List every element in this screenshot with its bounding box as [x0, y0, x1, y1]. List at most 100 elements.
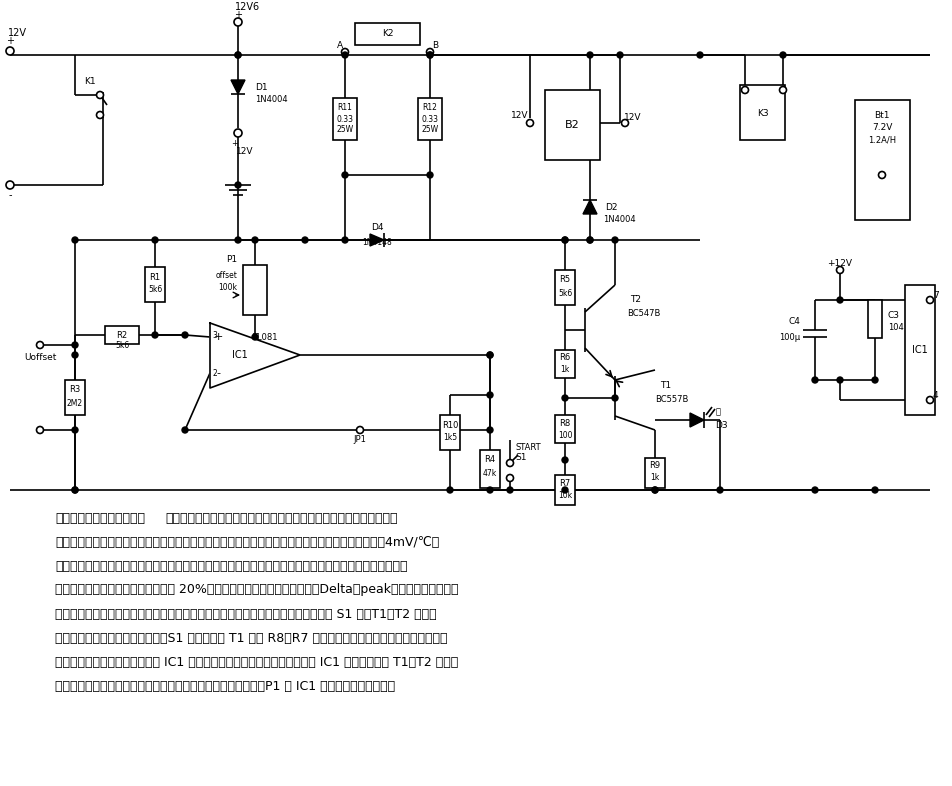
- Circle shape: [487, 487, 493, 493]
- Text: 7: 7: [933, 291, 939, 299]
- Circle shape: [872, 487, 878, 493]
- Text: 25W: 25W: [336, 126, 353, 134]
- Circle shape: [72, 237, 78, 243]
- Circle shape: [742, 86, 748, 94]
- Text: K2: K2: [383, 28, 394, 38]
- Text: R7: R7: [560, 479, 570, 487]
- Circle shape: [562, 457, 568, 463]
- Circle shape: [426, 49, 433, 56]
- Text: 2M2: 2M2: [67, 399, 83, 407]
- Bar: [855, 100, 910, 220]
- Bar: [440, 415, 460, 450]
- Circle shape: [96, 91, 104, 98]
- Circle shape: [72, 487, 78, 493]
- Circle shape: [812, 377, 818, 383]
- Bar: [645, 458, 665, 488]
- Text: 1N4004: 1N4004: [255, 96, 288, 105]
- Text: 3: 3: [212, 332, 217, 340]
- Text: C3: C3: [888, 310, 900, 319]
- Text: K3: K3: [757, 108, 769, 117]
- Bar: [555, 270, 575, 305]
- Circle shape: [506, 460, 513, 467]
- Circle shape: [780, 86, 786, 94]
- Circle shape: [697, 52, 703, 58]
- Bar: [145, 267, 165, 302]
- Bar: [65, 380, 85, 415]
- Text: IC1: IC1: [912, 345, 928, 355]
- Text: 12V: 12V: [511, 111, 528, 119]
- Text: 25W: 25W: [422, 126, 439, 134]
- Circle shape: [6, 181, 14, 189]
- Circle shape: [152, 237, 158, 243]
- Circle shape: [235, 52, 241, 58]
- Circle shape: [447, 487, 453, 493]
- Bar: [555, 415, 575, 443]
- Text: 104: 104: [888, 324, 903, 332]
- Text: R9: R9: [649, 461, 661, 471]
- Circle shape: [837, 297, 843, 303]
- Bar: [480, 450, 500, 488]
- Circle shape: [926, 296, 934, 303]
- Polygon shape: [231, 80, 245, 94]
- Circle shape: [427, 172, 433, 178]
- Text: 100: 100: [558, 431, 572, 439]
- Text: R12: R12: [423, 104, 437, 112]
- Circle shape: [234, 18, 242, 26]
- Circle shape: [487, 427, 493, 433]
- Circle shape: [562, 487, 568, 493]
- Text: 降量。其峰值通常出现在过度充电的 20%对电池并无害处。所谓峰值增量（Delta－peak）充电法，就是通过: 降量。其峰值通常出现在过度充电的 20%对电池并无害处。所谓峰值增量（Delta…: [55, 583, 459, 597]
- Text: 12V: 12V: [625, 113, 642, 123]
- Text: 12V: 12V: [8, 28, 27, 38]
- Bar: [868, 300, 882, 338]
- Text: 7.2V: 7.2V: [872, 123, 892, 133]
- Circle shape: [302, 237, 308, 243]
- Circle shape: [36, 341, 44, 348]
- Circle shape: [72, 352, 78, 358]
- Text: 2: 2: [212, 369, 217, 377]
- Text: 100μ: 100μ: [779, 333, 800, 343]
- Text: 5k6: 5k6: [558, 288, 572, 297]
- Circle shape: [837, 266, 843, 274]
- Circle shape: [252, 334, 258, 340]
- Text: START: START: [515, 443, 541, 451]
- Text: +: +: [234, 10, 242, 20]
- Text: +: +: [231, 139, 238, 149]
- Text: BC557B: BC557B: [655, 395, 688, 405]
- Text: R1: R1: [149, 273, 161, 281]
- Circle shape: [612, 237, 618, 243]
- Text: JP1: JP1: [353, 435, 367, 445]
- Bar: [355, 23, 420, 45]
- Circle shape: [6, 47, 14, 55]
- Circle shape: [72, 487, 78, 493]
- Circle shape: [487, 392, 493, 398]
- Text: 红: 红: [716, 407, 721, 417]
- Text: 47k: 47k: [483, 468, 497, 478]
- Circle shape: [487, 352, 493, 358]
- Bar: [333, 98, 357, 140]
- Text: -: -: [9, 190, 11, 200]
- Circle shape: [562, 395, 568, 401]
- Text: +: +: [6, 36, 14, 46]
- Bar: [418, 98, 442, 140]
- Polygon shape: [690, 413, 704, 427]
- Circle shape: [879, 171, 885, 178]
- Circle shape: [652, 487, 658, 493]
- Circle shape: [562, 237, 568, 243]
- Text: 10k: 10k: [558, 490, 572, 499]
- Circle shape: [652, 487, 658, 493]
- Text: 0.33: 0.33: [422, 115, 439, 123]
- Text: +12V: +12V: [827, 259, 852, 267]
- Text: 1.2A/H: 1.2A/H: [868, 135, 896, 145]
- Circle shape: [235, 52, 241, 58]
- Bar: [545, 90, 600, 160]
- Bar: [555, 475, 575, 505]
- Circle shape: [526, 119, 533, 127]
- Text: 1N4148: 1N4148: [362, 238, 392, 247]
- Text: IC1: IC1: [232, 350, 248, 360]
- Circle shape: [926, 396, 934, 403]
- Text: 右的负温度系数；电池充满后，内部温度急刑上升。此时由于充电而引起的电压上升量小于由温度引起的下: 右的负温度系数；电池充满后，内部温度急刑上升。此时由于充电而引起的电压上升量小于…: [55, 560, 407, 572]
- Text: 电压峰值增量型自动充电器: 电压峰值增量型自动充电器: [55, 512, 145, 524]
- Text: R2: R2: [116, 330, 128, 340]
- Circle shape: [506, 475, 513, 482]
- Text: R8: R8: [560, 418, 570, 428]
